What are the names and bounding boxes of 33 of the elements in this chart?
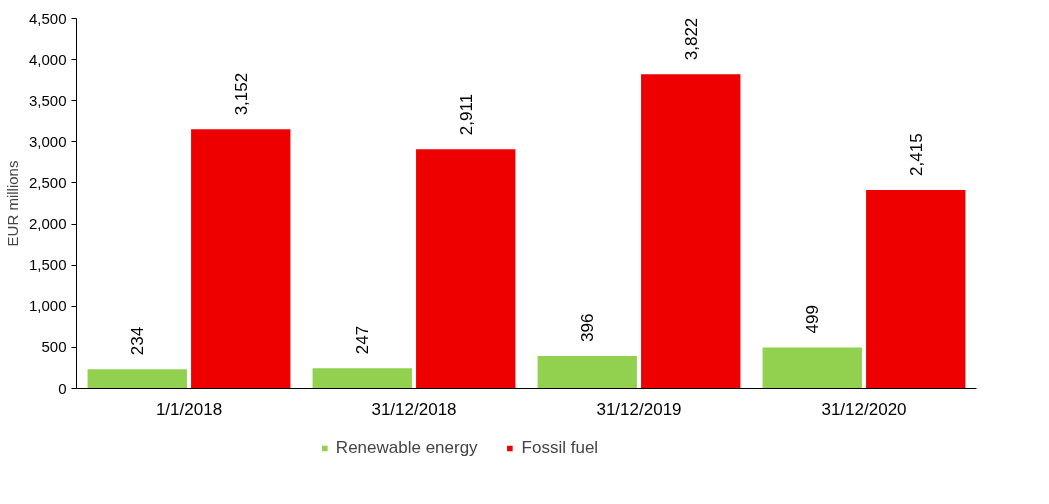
data-label: 2,911 [456,93,476,136]
y-tick-label: 0 [58,379,67,397]
y-tick-label: 1,000 [28,297,67,315]
y-tick-label: 500 [41,338,67,356]
y-tick-label: 4,500 [28,9,67,27]
y-tick-label: 2,000 [28,215,67,233]
x-tick-label: 31/12/2020 [821,399,907,419]
y-tick-label: 4,000 [28,50,67,68]
bar [641,74,741,389]
bar [762,347,862,389]
legend-label: Renewable energy [335,438,478,458]
bar [537,355,637,389]
bar [87,369,187,389]
data-label: 3,152 [231,72,251,116]
data-label: 3,822 [681,17,701,61]
x-tick-label: 31/12/2018 [371,399,457,419]
x-tick-label: 1/1/2018 [155,399,223,419]
y-axis-title: EUR millions [3,160,21,247]
bar [866,189,966,389]
y-tick-label: 3,000 [28,132,67,150]
bar [312,368,412,389]
bar [191,129,291,389]
bar [416,149,516,389]
legend-label: Fossil fuel [521,438,599,458]
x-tick-label: 31/12/2019 [596,399,682,419]
data-label: 2,415 [906,133,926,176]
data-label: 499 [803,305,823,334]
y-tick-label: 3,500 [28,91,67,109]
data-label: 234 [128,326,148,356]
data-label: 247 [353,325,373,355]
y-tick-label: 2,500 [28,173,67,191]
data-label: 396 [578,313,598,342]
y-tick-label: 1,500 [28,256,67,274]
